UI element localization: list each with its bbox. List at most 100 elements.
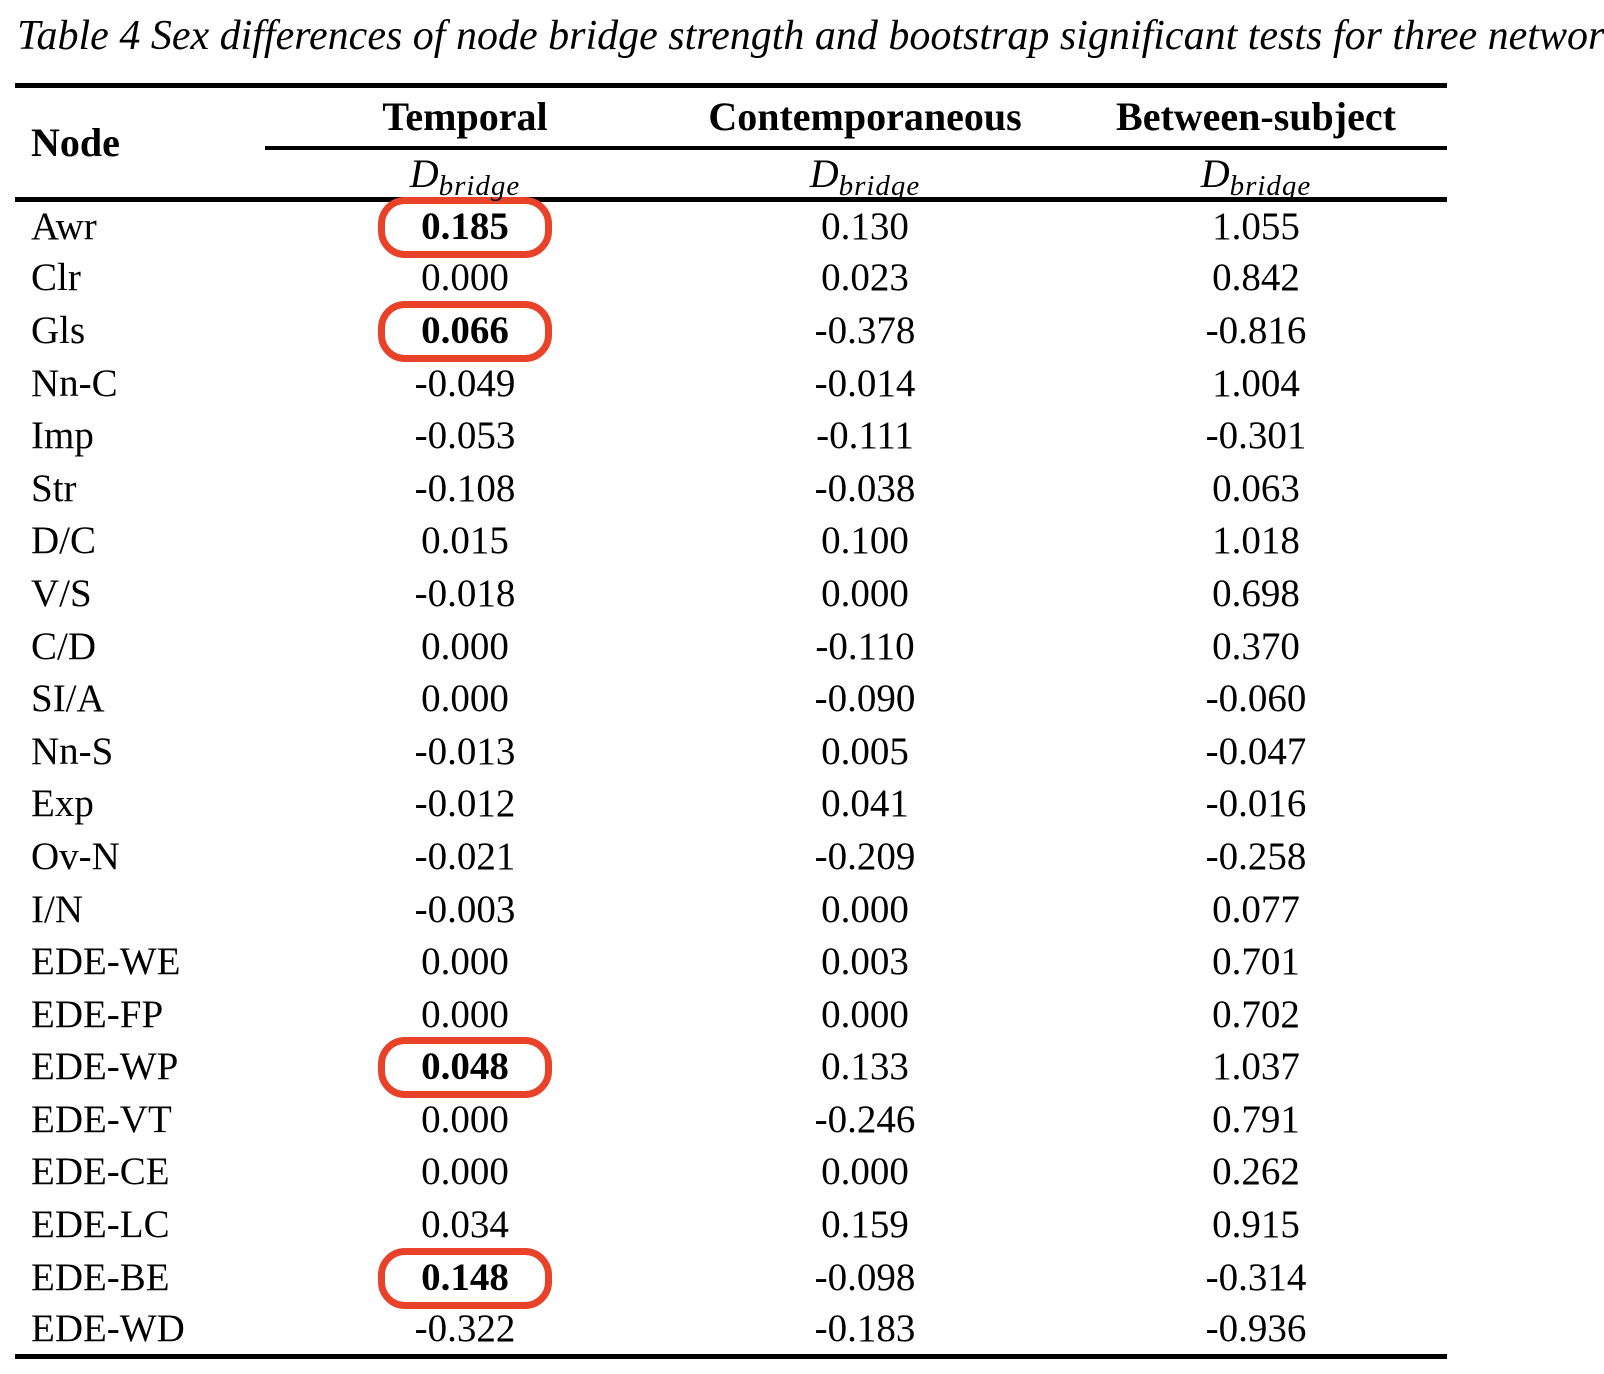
contemporaneous-value-cell: -0.209 bbox=[665, 830, 1065, 883]
temporal-value: 0.066 bbox=[378, 300, 552, 362]
table-header: Node Temporal Contemporaneous Between-su… bbox=[15, 85, 1447, 202]
node-label: SI/A bbox=[31, 677, 105, 721]
temporal-value-cell: -0.018 bbox=[265, 567, 665, 620]
contemporaneous-value: -0.378 bbox=[814, 308, 916, 352]
table-row: EDE-BE 0.148 -0.098 -0.314 bbox=[15, 1247, 1447, 1309]
contemporaneous-value-cell: 0.130 bbox=[665, 199, 1065, 252]
contemporaneous-value-cell: -0.183 bbox=[665, 1303, 1065, 1356]
table-row: EDE-FP 0.000 0.000 0.702 bbox=[15, 988, 1447, 1041]
temporal-value-cell: -0.013 bbox=[265, 725, 665, 778]
contemporaneous-value: 0.100 bbox=[821, 519, 909, 563]
contemporaneous-value: 0.159 bbox=[821, 1203, 909, 1247]
temporal-value: 0.000 bbox=[421, 940, 509, 984]
table-row: Str -0.108 -0.038 0.063 bbox=[15, 462, 1447, 515]
table-row: EDE-WE 0.000 0.003 0.701 bbox=[15, 935, 1447, 988]
contemporaneous-value-cell: -0.111 bbox=[665, 409, 1065, 462]
table-row: EDE-CE 0.000 0.000 0.262 bbox=[15, 1146, 1447, 1199]
table-row: Nn-C -0.049 -0.014 1.004 bbox=[15, 357, 1447, 410]
temporal-value-cell: 0.185 bbox=[265, 197, 665, 259]
between-subject-value-cell: 0.702 bbox=[1065, 988, 1447, 1041]
between-subject-value-cell: 1.018 bbox=[1065, 515, 1447, 568]
temporal-value: 0.000 bbox=[421, 677, 509, 721]
between-subject-value: 0.370 bbox=[1212, 624, 1300, 668]
between-subject-value-cell: 1.004 bbox=[1065, 357, 1447, 410]
temporal-value: -0.003 bbox=[414, 887, 516, 931]
contemporaneous-value: -0.246 bbox=[814, 1097, 916, 1141]
contemporaneous-value-cell: -0.110 bbox=[665, 620, 1065, 673]
contemporaneous-value-cell: -0.378 bbox=[665, 304, 1065, 357]
between-subject-value-cell: -0.936 bbox=[1065, 1303, 1447, 1356]
temporal-value-cell: 0.000 bbox=[265, 252, 665, 305]
table-row: EDE-WP 0.048 0.133 1.037 bbox=[15, 1037, 1447, 1099]
node-label: Nn-S bbox=[31, 729, 114, 773]
node-label: C/D bbox=[31, 624, 97, 668]
contemporaneous-value-cell: 0.000 bbox=[665, 1146, 1065, 1199]
temporal-value: 0.000 bbox=[421, 992, 509, 1036]
dbridge-symbol: Dbridge bbox=[409, 150, 521, 202]
temporal-value-cell: 0.000 bbox=[265, 935, 665, 988]
table-row: Awr 0.185 0.130 1.055 bbox=[15, 197, 1447, 259]
temporal-value-cell: 0.000 bbox=[265, 988, 665, 1041]
node-label: EDE-WE bbox=[31, 940, 181, 984]
contemporaneous-value: -0.209 bbox=[814, 834, 916, 878]
between-subject-value: 0.077 bbox=[1212, 887, 1300, 931]
node-label: Awr bbox=[31, 205, 97, 249]
temporal-value: 0.048 bbox=[378, 1037, 552, 1099]
between-subject-value-cell: 0.262 bbox=[1065, 1146, 1447, 1199]
node-label: Gls bbox=[31, 308, 86, 352]
column-header-contemporaneous: Contemporaneous bbox=[665, 85, 1065, 150]
subheader-dbridge-between-subject: Dbridge bbox=[1065, 147, 1447, 202]
temporal-value-cell: 0.148 bbox=[265, 1247, 665, 1309]
node-label: I/N bbox=[31, 887, 83, 931]
node-label: EDE-CE bbox=[31, 1150, 170, 1194]
contemporaneous-value-cell: 0.003 bbox=[665, 935, 1065, 988]
temporal-value-cell: -0.322 bbox=[265, 1303, 665, 1356]
contemporaneous-value-cell: -0.014 bbox=[665, 357, 1065, 410]
bridge-strength-table: Node Temporal Contemporaneous Between-su… bbox=[15, 83, 1447, 1359]
between-subject-value: 0.698 bbox=[1212, 571, 1300, 615]
temporal-value-cell: -0.053 bbox=[265, 409, 665, 462]
dbridge-symbol: Dbridge bbox=[809, 150, 921, 202]
node-label: Clr bbox=[31, 256, 81, 300]
contemporaneous-value: 0.041 bbox=[821, 782, 909, 826]
between-subject-value: -0.301 bbox=[1205, 414, 1307, 458]
between-subject-value: -0.047 bbox=[1205, 729, 1307, 773]
node-label: EDE-WP bbox=[31, 1045, 179, 1089]
between-subject-value: 0.702 bbox=[1212, 992, 1300, 1036]
node-label: Str bbox=[31, 466, 77, 510]
table-row: Gls 0.066 -0.378 -0.816 bbox=[15, 300, 1447, 362]
between-subject-value-cell: 1.037 bbox=[1065, 1041, 1447, 1094]
node-label: EDE-VT bbox=[31, 1097, 172, 1141]
temporal-value-cell: -0.021 bbox=[265, 830, 665, 883]
table-body: Awr 0.185 0.130 1.055 Clr 0.000 0.023 0.… bbox=[15, 197, 1447, 1356]
table-row: C/D 0.000 -0.110 0.370 bbox=[15, 620, 1447, 673]
contemporaneous-value: -0.098 bbox=[814, 1255, 916, 1299]
between-subject-value: -0.060 bbox=[1205, 677, 1307, 721]
between-subject-value-cell: 0.915 bbox=[1065, 1198, 1447, 1251]
between-subject-value-cell: -0.016 bbox=[1065, 778, 1447, 831]
column-header-node: Node bbox=[15, 85, 265, 202]
temporal-value-cell: -0.003 bbox=[265, 883, 665, 936]
column-header-temporal: Temporal bbox=[265, 85, 665, 150]
temporal-value: -0.322 bbox=[414, 1307, 516, 1351]
between-subject-value: 0.262 bbox=[1212, 1150, 1300, 1194]
between-subject-value-cell: 0.370 bbox=[1065, 620, 1447, 673]
table-row: Nn-S -0.013 0.005 -0.047 bbox=[15, 725, 1447, 778]
temporal-value-cell: 0.066 bbox=[265, 300, 665, 362]
temporal-value: 0.185 bbox=[378, 197, 552, 259]
between-subject-value-cell: 0.701 bbox=[1065, 935, 1447, 988]
temporal-value: 0.148 bbox=[378, 1247, 552, 1309]
temporal-value: -0.053 bbox=[414, 414, 516, 458]
between-subject-value: 0.063 bbox=[1212, 466, 1300, 510]
table-row: Clr 0.000 0.023 0.842 bbox=[15, 252, 1447, 305]
table-row: V/S -0.018 0.000 0.698 bbox=[15, 567, 1447, 620]
contemporaneous-value: -0.111 bbox=[816, 414, 914, 458]
contemporaneous-value: -0.014 bbox=[814, 361, 916, 405]
between-subject-value-cell: -0.314 bbox=[1065, 1251, 1447, 1304]
temporal-value-cell: 0.000 bbox=[265, 1146, 665, 1199]
temporal-value-cell: 0.015 bbox=[265, 515, 665, 568]
table-row: D/C 0.015 0.100 1.018 bbox=[15, 515, 1447, 568]
contemporaneous-value: 0.133 bbox=[821, 1045, 909, 1089]
contemporaneous-value: -0.183 bbox=[814, 1307, 916, 1351]
